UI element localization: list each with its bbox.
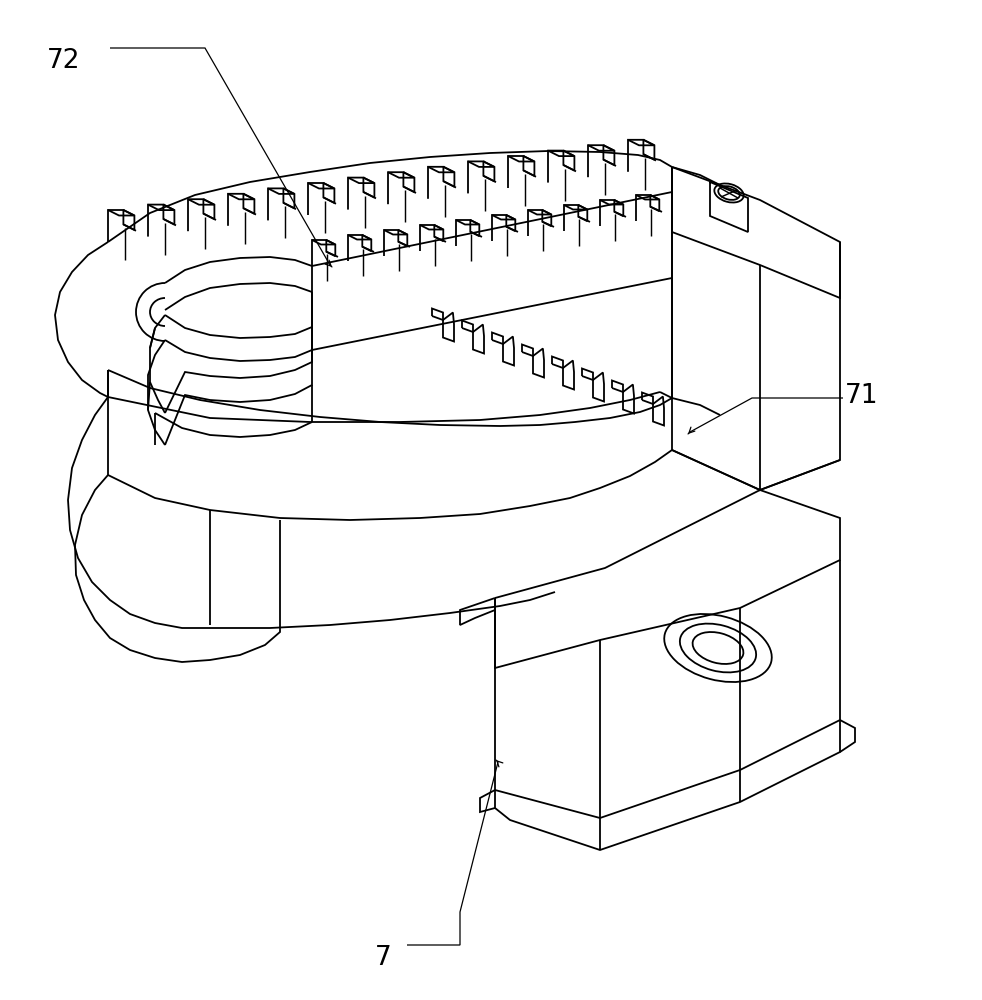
- Text: 72: 72: [47, 48, 81, 74]
- Text: 7: 7: [375, 945, 392, 971]
- Text: 71: 71: [845, 383, 879, 409]
